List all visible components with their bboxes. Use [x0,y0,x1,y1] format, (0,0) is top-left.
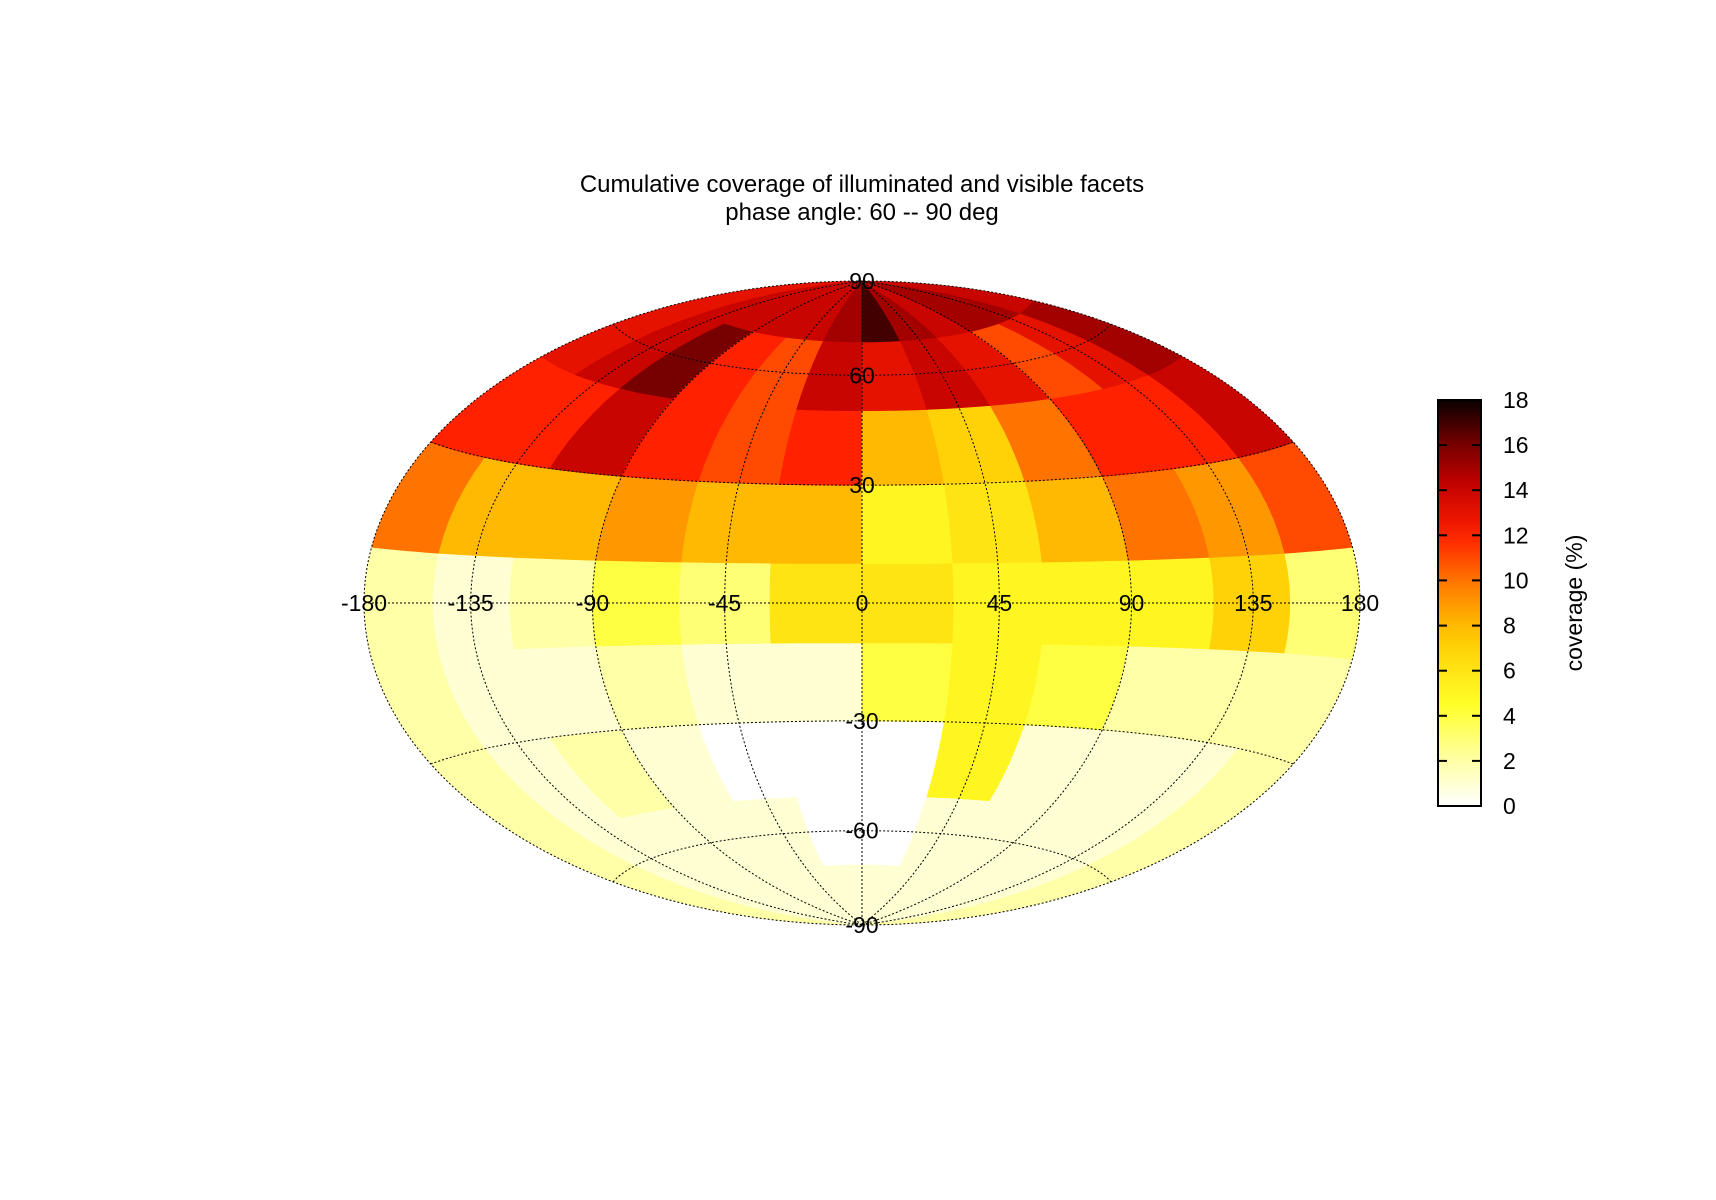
colorbar-tick-label: 8 [1503,613,1516,639]
colorbar-tick-label: 16 [1503,432,1529,458]
colorbar-tick-label: 18 [1503,387,1529,413]
colorbar-tick-label: 10 [1503,567,1529,593]
longitude-tick-label: 180 [1341,590,1379,616]
parallel-line [612,830,1112,883]
longitude-tick-label: -180 [341,590,387,616]
map-outline [363,280,1361,926]
graticule [364,280,1360,926]
colorbar-tick-label: 14 [1503,477,1529,503]
colorbar-gradient [1437,399,1482,807]
chart-subtitle: phase angle: 60 -- 90 deg [725,199,999,226]
latitude-tick-label: 30 [849,472,875,498]
colorbar-tick-label: 4 [1503,703,1516,729]
colorbar-tick-label: 6 [1503,658,1516,684]
coverage-cells [364,281,1360,925]
chart-title: Cumulative coverage of illuminated and v… [580,171,1144,198]
longitude-tick-label: -90 [576,590,609,616]
longitude-tick-label: -135 [448,590,494,616]
longitude-tick-label: 0 [856,590,869,616]
colorbar-label: coverage (%) [1561,535,1587,672]
colorbar-tick-label: 2 [1503,748,1516,774]
colorbar-ticks: 0 2 4 6 8 10 12 14 16 18 [1438,387,1529,819]
meridian-line [861,280,1133,926]
latitude-tick-label: 60 [849,362,875,388]
coverage-cell [681,480,781,564]
longitude-tick-labels: -180 -135 -90 -45 0 45 90 135 180 [341,590,1379,616]
latitude-tick-labels: 90 60 30 -30 -60 -90 [845,268,878,938]
latitude-tick-label: -60 [845,818,878,844]
coverage-cell [943,480,1043,564]
longitude-tick-label: 135 [1234,590,1272,616]
colorbar-tick-label: 12 [1503,522,1529,548]
colorbar: 0 2 4 6 8 10 12 14 16 18 coverage (%) [1437,387,1587,819]
meridian-line [724,280,863,926]
latitude-tick-label: -30 [845,708,878,734]
longitude-tick-label: 90 [1119,590,1145,616]
coverage-cell [861,483,954,564]
colorbar-tick-label: 0 [1503,793,1516,819]
latitude-tick-label: -90 [845,912,878,938]
latitude-tick-label: 90 [849,268,875,294]
parallel-line [612,323,1112,376]
longitude-tick-label: -45 [708,590,741,616]
longitude-tick-label: 45 [987,590,1013,616]
